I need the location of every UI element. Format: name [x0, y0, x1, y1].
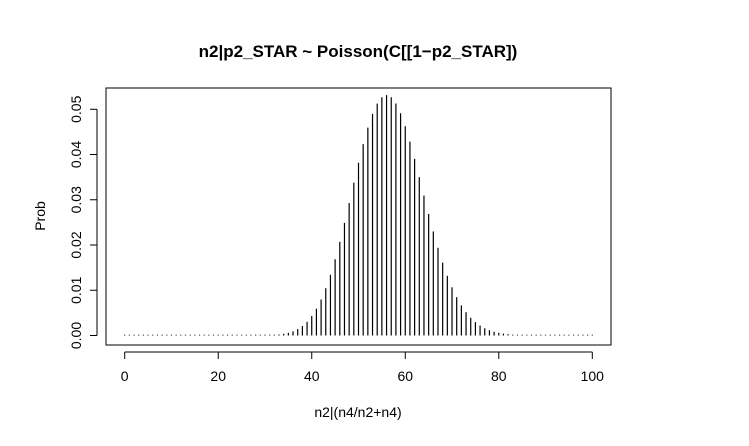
y-tick-label: 0.04 [68, 141, 84, 168]
y-tick-label: 0.03 [68, 186, 84, 213]
y-axis: 0.00 0.01 0.02 0.03 0.04 0.05 [68, 95, 98, 349]
y-tick-label: 0.05 [68, 95, 84, 122]
y-tick-label: 0.01 [68, 276, 84, 303]
x-tick-label: 20 [210, 368, 226, 384]
y-tick-label: 0.02 [68, 231, 84, 258]
x-tick-label: 80 [491, 368, 507, 384]
x-tick-label: 100 [581, 368, 605, 384]
y-tick-label: 0.00 [68, 322, 84, 349]
bars-group [124, 95, 593, 336]
x-tick-label: 0 [121, 368, 129, 384]
chart-title: n2|p2_STAR ~ Poisson(C[[1−p2_STAR]) [199, 42, 518, 61]
x-tick-label: 40 [304, 368, 320, 384]
x-axis-label: n2|(n4/n2+n4) [314, 404, 401, 420]
x-axis: 0 20 40 60 80 100 [121, 351, 605, 384]
y-axis-label: Prob [32, 201, 48, 231]
plot-frame [105, 87, 612, 346]
x-tick-label: 60 [397, 368, 413, 384]
